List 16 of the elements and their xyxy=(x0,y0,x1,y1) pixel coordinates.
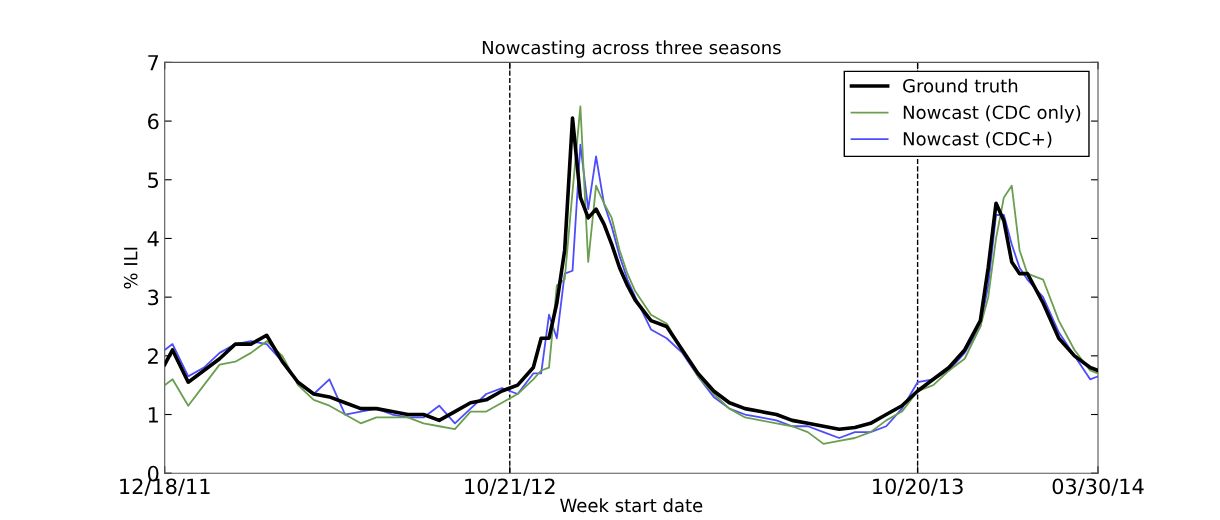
legend-label: Ground truth xyxy=(903,78,1018,93)
x-axis-title: Week start date xyxy=(560,498,703,513)
y-tick-label: 4 xyxy=(147,231,159,247)
y-tick-label: 6 xyxy=(148,113,159,130)
y-axis-title: % ILI xyxy=(123,247,138,289)
y-tick-label: 1 xyxy=(148,407,158,423)
chart-title: Nowcasting across three seasons xyxy=(482,40,781,58)
legend-label: Nowcast (CDC only) xyxy=(903,105,1081,123)
y-tick-label: 5 xyxy=(148,172,159,188)
y-tick-label: 2 xyxy=(148,348,158,364)
y-tick-label: 3 xyxy=(148,289,159,306)
y-tick-label: 7 xyxy=(148,55,159,71)
x-tick-label: 10/21/12 xyxy=(465,478,555,496)
x-tick-label: 10/20/13 xyxy=(873,478,963,496)
legend-label: Nowcast (CDC+) xyxy=(903,131,1052,148)
x-tick-label: 03/30/14 xyxy=(1052,478,1144,496)
